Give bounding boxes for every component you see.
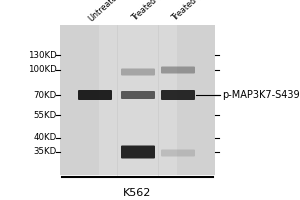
Text: 100KD: 100KD bbox=[28, 66, 57, 74]
Text: 70KD: 70KD bbox=[34, 90, 57, 99]
FancyBboxPatch shape bbox=[121, 68, 155, 75]
FancyBboxPatch shape bbox=[78, 90, 112, 100]
Text: 130KD: 130KD bbox=[28, 50, 57, 60]
Text: Treated by PMA: Treated by PMA bbox=[170, 0, 222, 23]
FancyBboxPatch shape bbox=[161, 150, 195, 156]
Text: Treated by serum: Treated by serum bbox=[130, 0, 188, 23]
Text: K562: K562 bbox=[123, 188, 151, 198]
Text: p-MAP3K7-S439: p-MAP3K7-S439 bbox=[222, 90, 300, 100]
FancyBboxPatch shape bbox=[161, 66, 195, 73]
Text: Untreated: Untreated bbox=[87, 0, 123, 23]
FancyBboxPatch shape bbox=[121, 146, 155, 158]
FancyBboxPatch shape bbox=[121, 91, 155, 99]
Text: 40KD: 40KD bbox=[34, 134, 57, 142]
Text: 55KD: 55KD bbox=[34, 110, 57, 119]
FancyBboxPatch shape bbox=[161, 90, 195, 100]
Text: 35KD: 35KD bbox=[34, 148, 57, 156]
